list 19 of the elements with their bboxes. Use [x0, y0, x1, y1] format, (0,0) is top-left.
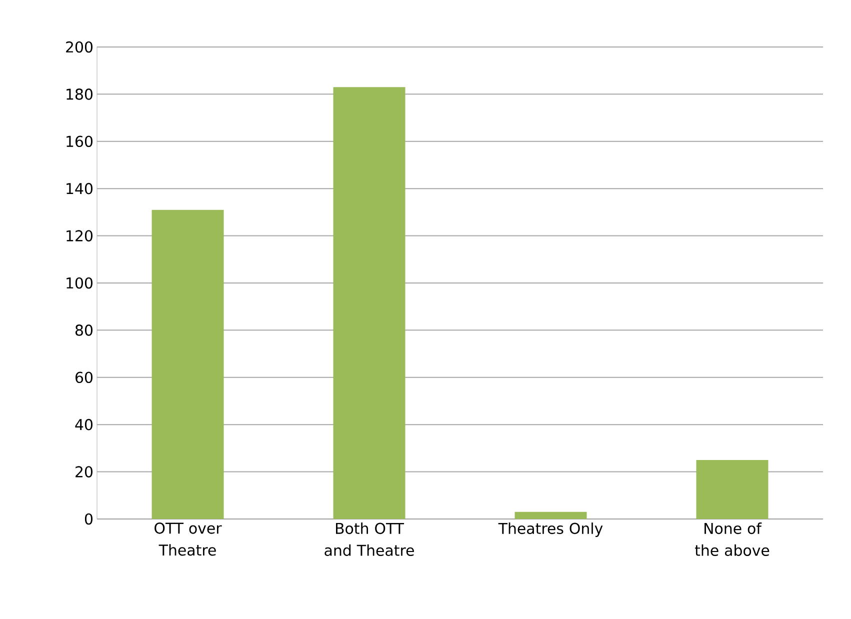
x-tick-label: None of the above [695, 522, 770, 556]
y-tick-label: 100 [66, 277, 92, 289]
y-tick-label: 160 [66, 136, 92, 148]
y-tick-label: 20 [76, 466, 92, 478]
bar [152, 210, 224, 519]
y-tick-label: 80 [75, 324, 92, 336]
y-tick-label: 60 [76, 372, 92, 384]
y-tick-label: 0 [84, 513, 92, 525]
x-tick-label: OTT over Theatre [154, 522, 222, 556]
y-tick-label: 120 [66, 230, 92, 242]
y-tick-label: 180 [66, 88, 92, 100]
bar [333, 87, 406, 519]
bar [514, 512, 587, 519]
x-tick-label: Theatres Only [498, 522, 603, 537]
bar [696, 460, 768, 519]
x-tick-label: Both OTT and Theatre [324, 522, 414, 556]
y-tick-label: 140 [66, 182, 92, 194]
y-tick-label: 40 [75, 418, 92, 430]
y-tick-label: 200 [66, 41, 92, 53]
